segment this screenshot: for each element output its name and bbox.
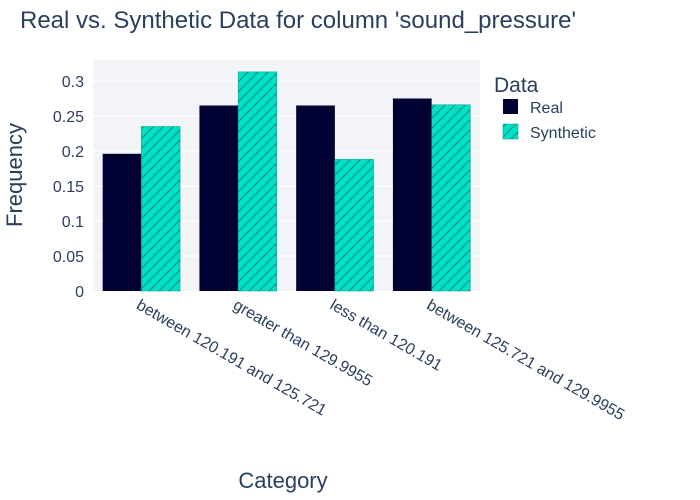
y-tick-labels: 0 0.05 0.1 0.15 0.2 0.25 0.3 — [53, 74, 84, 301]
bar-synthetic[interactable] — [141, 126, 181, 292]
legend[interactable]: Data Real Synthetic — [494, 74, 596, 142]
legend-label-real: Real — [530, 100, 563, 117]
legend-label-synthetic: Synthetic — [530, 125, 596, 142]
legend-swatch-real — [503, 99, 518, 114]
bar-real[interactable] — [102, 153, 142, 291]
x-tick-label: between 120.191 and 125.721 — [133, 297, 329, 420]
legend-swatch-synthetic — [502, 123, 519, 140]
y-tick-label: 0.05 — [53, 249, 84, 266]
y-tick-label: 0.2 — [62, 144, 84, 161]
bar-synthetic[interactable] — [334, 159, 374, 292]
bar-real[interactable] — [199, 105, 239, 292]
y-tick-label: 0.15 — [53, 179, 84, 196]
bar-synthetic[interactable] — [431, 104, 471, 292]
x-axis-label: Category — [238, 468, 327, 493]
bars — [102, 71, 471, 292]
legend-title: Data — [494, 74, 539, 97]
y-tick-label: 0.25 — [53, 109, 84, 126]
chart-title: Real vs. Synthetic Data for column 'soun… — [20, 7, 576, 34]
y-tick-label: 0.1 — [62, 214, 84, 231]
bar-synthetic[interactable] — [237, 71, 278, 292]
bar-real[interactable] — [296, 105, 335, 292]
y-axis-label: Frequency — [2, 123, 27, 227]
x-tick-label: between 125.721 and 129.9955 — [424, 297, 628, 424]
y-tick-label: 0 — [75, 284, 84, 301]
bar-real[interactable] — [392, 98, 432, 292]
y-tick-label: 0.3 — [62, 74, 84, 91]
